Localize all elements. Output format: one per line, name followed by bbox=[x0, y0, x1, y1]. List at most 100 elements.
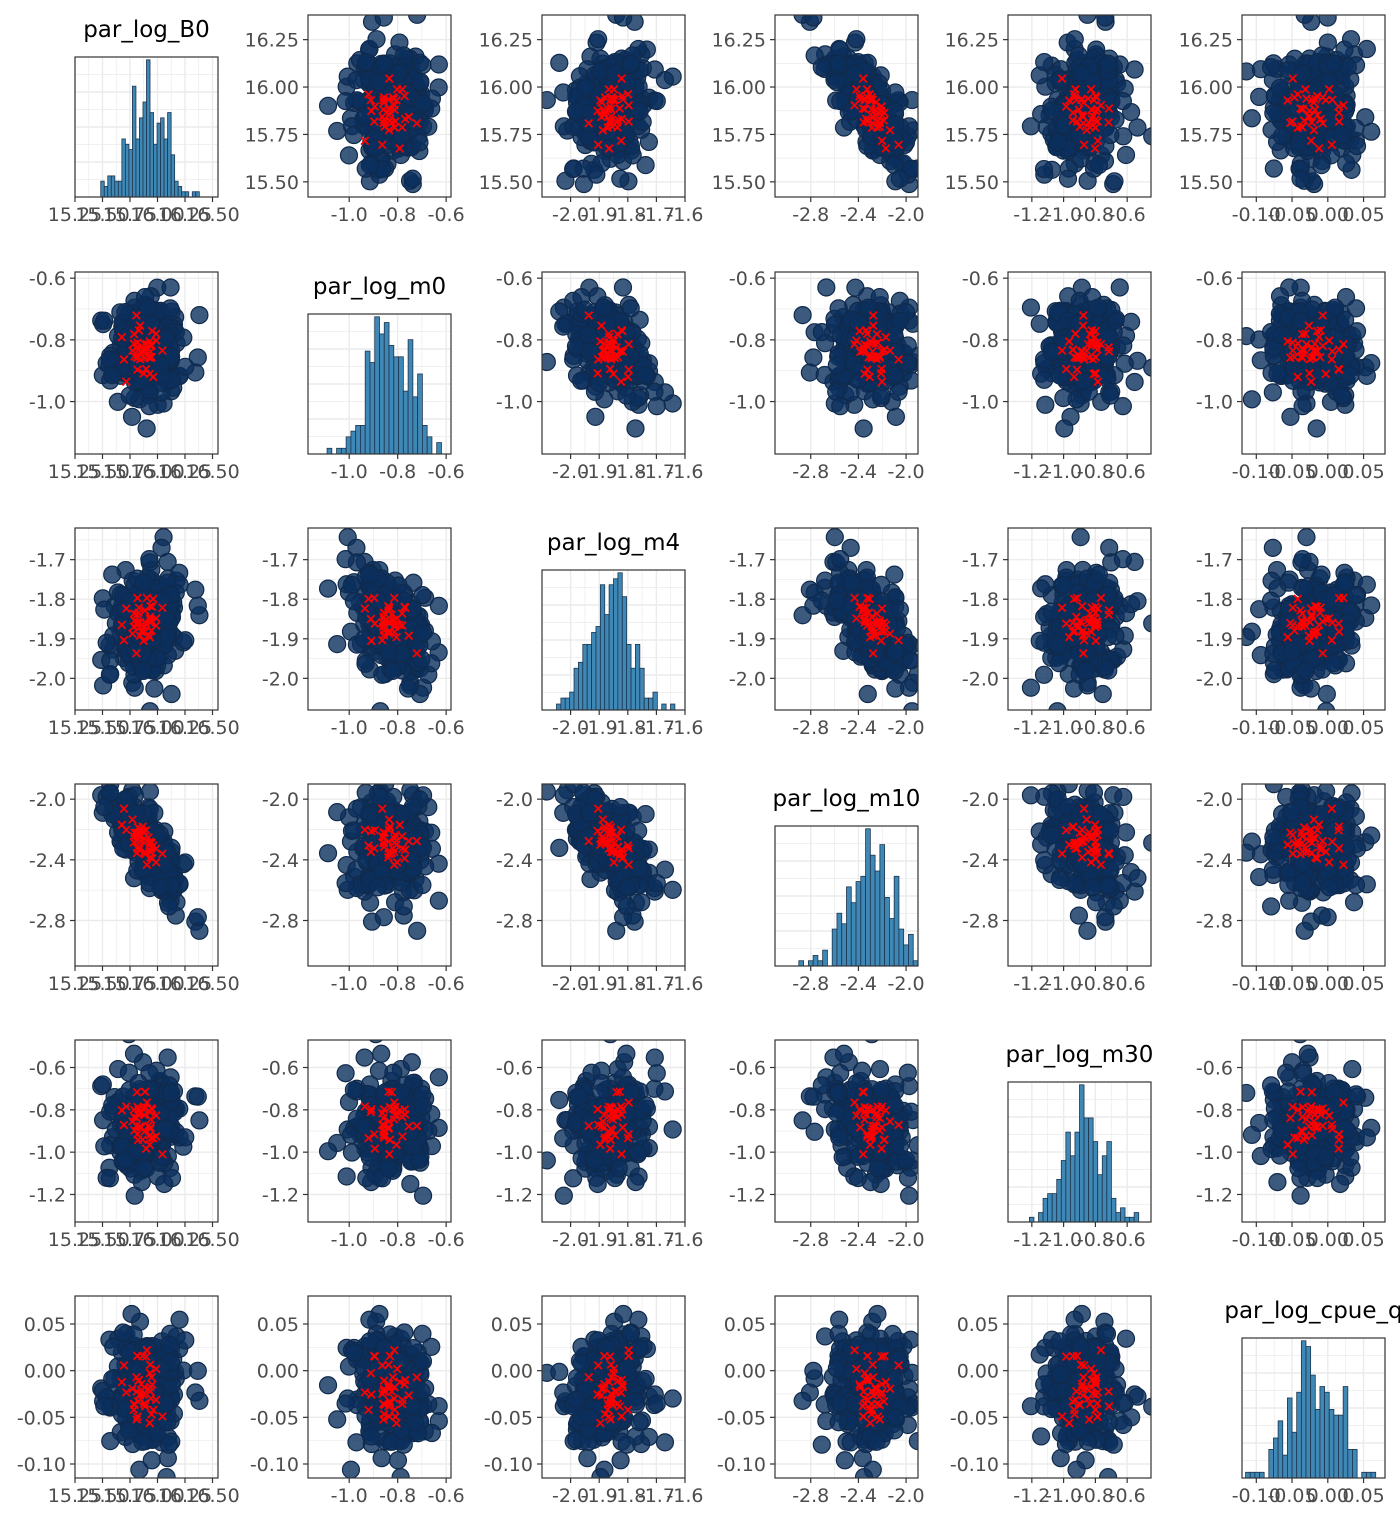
histogram-bar bbox=[626, 643, 632, 710]
scatter-point bbox=[1312, 565, 1331, 584]
cross-marker bbox=[412, 118, 422, 128]
histogram-bar bbox=[417, 373, 423, 454]
cross-marker bbox=[875, 353, 885, 363]
histogram-bar bbox=[336, 447, 342, 454]
cross-marker bbox=[1086, 84, 1096, 94]
cross-marker bbox=[397, 122, 407, 132]
y-axis: -1.0-0.8-0.6 bbox=[729, 268, 775, 414]
y-tick-label: 16.00 bbox=[245, 77, 299, 99]
histogram-bar bbox=[639, 667, 645, 710]
y-tick-label: -1.9 bbox=[1196, 629, 1233, 651]
cross-marker bbox=[1069, 594, 1079, 604]
histogram-bar bbox=[374, 316, 380, 454]
scatter-point bbox=[1347, 136, 1367, 156]
scatter-point bbox=[885, 565, 904, 584]
x-tick-label: -0.6 bbox=[428, 204, 465, 226]
cross-marker bbox=[599, 110, 609, 120]
cross-marker bbox=[1061, 102, 1071, 111]
scatter-point bbox=[1143, 614, 1151, 633]
cross-marker bbox=[600, 92, 610, 102]
scatter-point bbox=[617, 356, 637, 375]
y-tick-label: 15.75 bbox=[1179, 124, 1233, 146]
histogram-bar bbox=[170, 154, 176, 197]
x-tick-label: -0.6 bbox=[1109, 204, 1146, 226]
scatter-point bbox=[398, 679, 418, 698]
cross-marker bbox=[1104, 118, 1114, 127]
x-tick-label: 15.50 bbox=[75, 461, 129, 483]
cross-marker bbox=[1093, 136, 1103, 146]
y-tick-label: 15.50 bbox=[1179, 172, 1233, 194]
cross-marker bbox=[1298, 345, 1308, 354]
panel-border bbox=[74, 271, 219, 455]
cross-marker bbox=[388, 616, 398, 626]
cross-marker bbox=[157, 603, 167, 613]
scatter-point bbox=[1264, 159, 1283, 178]
cross-marker bbox=[872, 329, 882, 339]
histogram-bar bbox=[340, 447, 347, 454]
cross-marker bbox=[1085, 329, 1095, 339]
y-tick-label: -1.8 bbox=[729, 589, 766, 611]
cross-marker bbox=[392, 632, 401, 642]
y-tick-label: -2.0 bbox=[962, 668, 999, 690]
cross-marker bbox=[157, 346, 167, 355]
plot-area bbox=[92, 278, 209, 438]
scatter-point bbox=[1054, 388, 1073, 408]
x-tick-label: -1.0 bbox=[331, 204, 368, 226]
scatter-point bbox=[847, 30, 866, 49]
cross-marker bbox=[872, 112, 882, 122]
cross-marker bbox=[877, 346, 887, 356]
scatter-point bbox=[1113, 397, 1132, 416]
cross-marker bbox=[400, 603, 410, 613]
y-tick-label: -1.8 bbox=[29, 589, 66, 611]
panel-border bbox=[74, 56, 219, 198]
scatter-point bbox=[389, 64, 408, 83]
x-tick-label: 16.25 bbox=[158, 461, 212, 483]
x-axis: -0.10-0.050.000.05 bbox=[1232, 454, 1385, 483]
histogram-bar bbox=[184, 191, 190, 197]
scatter-point bbox=[1021, 117, 1041, 136]
scatter-point bbox=[566, 102, 586, 121]
cross-marker bbox=[1334, 102, 1344, 111]
scatter-point bbox=[383, 661, 402, 681]
y-axis: -1.0-0.8-0.6 bbox=[29, 268, 75, 414]
y-tick-label: 15.50 bbox=[479, 172, 533, 194]
cross-marker bbox=[1070, 92, 1080, 102]
cross-marker bbox=[1092, 345, 1102, 354]
cross-marker bbox=[872, 122, 882, 132]
cross-marker bbox=[862, 84, 872, 94]
plot-area bbox=[318, 15, 448, 194]
scatter-point bbox=[126, 803, 145, 822]
scatter-point bbox=[1099, 54, 1118, 73]
cross-marker bbox=[612, 122, 622, 132]
histogram-bar bbox=[326, 447, 333, 454]
histogram-bar bbox=[124, 143, 130, 197]
cross-marker bbox=[894, 635, 904, 645]
cross-marker bbox=[617, 346, 627, 355]
scatter-point bbox=[318, 579, 338, 598]
cross-marker bbox=[855, 602, 864, 612]
panel-border bbox=[307, 14, 452, 198]
scatter-point bbox=[413, 586, 432, 605]
scatter-point bbox=[188, 908, 207, 927]
cross-marker bbox=[852, 336, 861, 346]
plot-area bbox=[1242, 278, 1381, 438]
cross-marker bbox=[616, 377, 626, 387]
scatter-point bbox=[903, 702, 918, 710]
scatter-point bbox=[1101, 125, 1120, 145]
scatter-point bbox=[1071, 528, 1090, 547]
scatter-point bbox=[95, 797, 114, 817]
scatter-point bbox=[1324, 654, 1343, 673]
cross-marker bbox=[360, 136, 370, 146]
cross-marker bbox=[885, 346, 895, 356]
cross-marker bbox=[624, 365, 634, 375]
scatter-point bbox=[1324, 54, 1344, 73]
x-tick-label: 15.75 bbox=[103, 717, 157, 739]
scatter-point bbox=[1332, 125, 1351, 145]
scatter-point bbox=[1293, 397, 1312, 416]
histogram-bar bbox=[107, 175, 112, 197]
histogram-bar bbox=[617, 572, 623, 710]
histogram-bar bbox=[121, 138, 126, 197]
scatter-point bbox=[605, 64, 624, 83]
